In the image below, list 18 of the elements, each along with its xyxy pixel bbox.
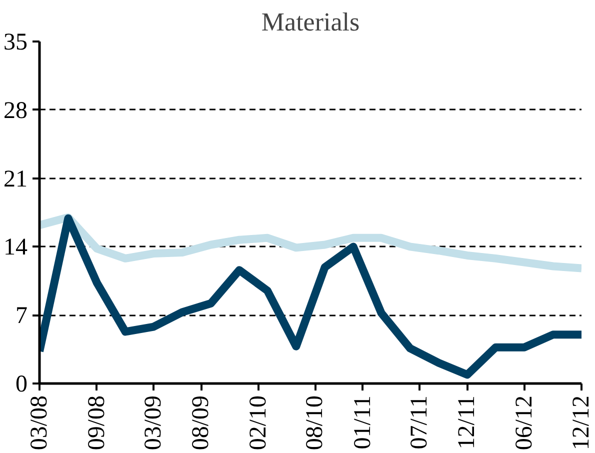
x-tick-label: 12/12 — [568, 395, 594, 450]
y-tick-label: 0 — [16, 372, 28, 398]
y-tick-label: 14 — [4, 234, 28, 261]
x-tick-label: 06/12 — [511, 395, 538, 450]
chart-title: Materials — [261, 8, 360, 36]
x-tick-label: 03/08 — [26, 395, 52, 450]
x-tick-label: 12/11 — [454, 395, 480, 450]
x-tick-label: 01/11 — [350, 395, 376, 450]
x-tick-label: 07/11 — [406, 395, 432, 450]
y-tick-label: 21 — [4, 166, 28, 192]
y-tick-label: 28 — [4, 98, 28, 124]
x-tick-label: 02/10 — [246, 395, 272, 450]
y-tick-label: 7 — [16, 303, 28, 330]
x-tick-label: 08/09 — [188, 395, 214, 450]
x-tick-label: 08/10 — [302, 395, 328, 450]
y-tick-label: 35 — [4, 30, 28, 56]
x-tick-label: 09/08 — [84, 395, 110, 450]
x-tick-label: 03/09 — [140, 395, 166, 450]
